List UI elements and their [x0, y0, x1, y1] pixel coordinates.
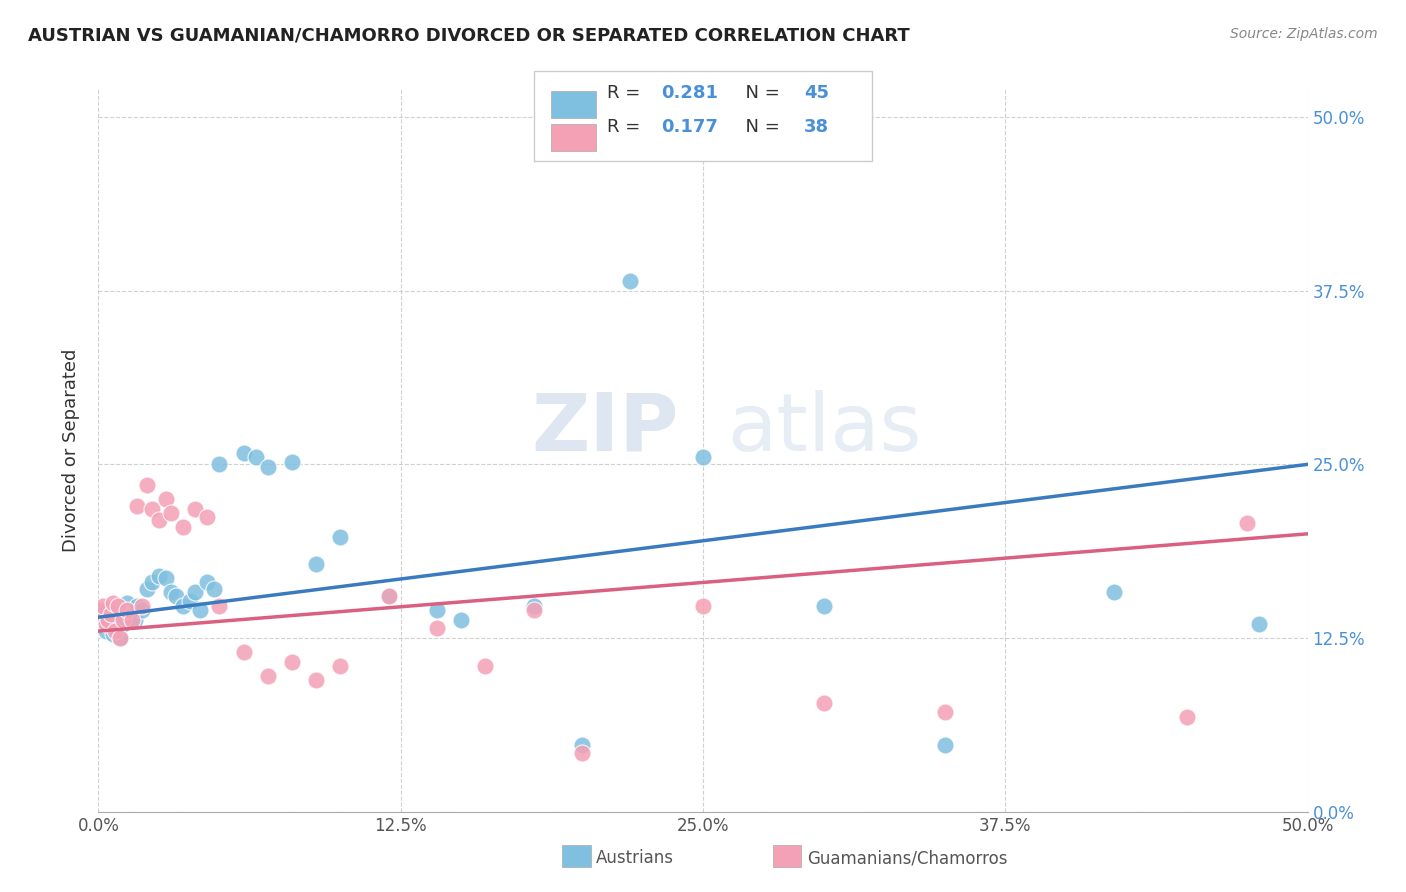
- Point: [934, 705, 956, 719]
- Point: [195, 510, 218, 524]
- Point: [94, 624, 117, 639]
- Point: [1175, 710, 1198, 724]
- Point: [104, 624, 127, 639]
- Point: [619, 274, 641, 288]
- Point: [108, 631, 131, 645]
- Point: [101, 627, 124, 641]
- Point: [97, 613, 120, 627]
- Text: atlas: atlas: [727, 390, 921, 467]
- Text: N =: N =: [734, 84, 786, 102]
- Point: [1249, 617, 1271, 632]
- Point: [329, 658, 352, 673]
- Point: [111, 617, 134, 632]
- Point: [90, 603, 112, 617]
- Point: [208, 599, 231, 613]
- Point: [184, 501, 207, 516]
- Point: [94, 617, 117, 632]
- Text: 0.281: 0.281: [661, 84, 718, 102]
- Y-axis label: Divorced or Separated: Divorced or Separated: [62, 349, 80, 552]
- Point: [329, 530, 352, 544]
- Point: [141, 575, 163, 590]
- Point: [245, 450, 267, 465]
- Point: [135, 582, 157, 597]
- Text: 0.177: 0.177: [661, 118, 717, 136]
- Point: [305, 673, 328, 687]
- Point: [124, 613, 146, 627]
- Point: [377, 590, 399, 604]
- Point: [100, 613, 122, 627]
- Point: [117, 603, 139, 617]
- Point: [148, 513, 170, 527]
- Point: [195, 575, 218, 590]
- Point: [121, 613, 143, 627]
- Text: AUSTRIAN VS GUAMANIAN/CHAMORRO DIVORCED OR SEPARATED CORRELATION CHART: AUSTRIAN VS GUAMANIAN/CHAMORRO DIVORCED …: [28, 27, 910, 45]
- Point: [1102, 585, 1125, 599]
- Point: [135, 478, 157, 492]
- Point: [127, 599, 149, 613]
- Point: [813, 599, 835, 613]
- Point: [232, 446, 254, 460]
- Point: [101, 596, 124, 610]
- Point: [90, 617, 112, 632]
- Point: [100, 607, 122, 622]
- Text: Guamanians/Chamorros: Guamanians/Chamorros: [807, 849, 1008, 867]
- Point: [692, 450, 714, 465]
- Point: [426, 603, 449, 617]
- Text: R =: R =: [607, 118, 647, 136]
- Point: [232, 645, 254, 659]
- Point: [155, 571, 177, 585]
- Point: [256, 668, 278, 682]
- Point: [305, 558, 328, 572]
- Point: [179, 593, 201, 607]
- Point: [117, 596, 139, 610]
- Point: [148, 568, 170, 582]
- Point: [141, 501, 163, 516]
- Point: [172, 520, 194, 534]
- Point: [450, 613, 472, 627]
- Point: [281, 454, 304, 468]
- Point: [571, 747, 593, 761]
- Point: [523, 599, 546, 613]
- Point: [131, 599, 153, 613]
- Point: [165, 590, 187, 604]
- Point: [208, 458, 231, 472]
- Point: [131, 603, 153, 617]
- Point: [160, 585, 183, 599]
- Point: [155, 492, 177, 507]
- Point: [111, 613, 134, 627]
- Point: [91, 610, 114, 624]
- Point: [934, 738, 956, 752]
- Point: [184, 585, 207, 599]
- Point: [281, 655, 304, 669]
- Point: [118, 610, 141, 624]
- Point: [426, 621, 449, 635]
- Point: [571, 738, 593, 752]
- Point: [160, 506, 183, 520]
- Point: [1236, 516, 1258, 530]
- Text: ZIP: ZIP: [531, 390, 679, 467]
- Point: [377, 590, 399, 604]
- Point: [91, 599, 114, 613]
- Text: R =: R =: [607, 84, 647, 102]
- Point: [692, 599, 714, 613]
- Point: [188, 603, 211, 617]
- Point: [108, 631, 131, 645]
- Point: [97, 603, 120, 617]
- Point: [127, 499, 149, 513]
- Point: [107, 607, 129, 622]
- Point: [474, 658, 496, 673]
- Point: [204, 582, 226, 597]
- Point: [256, 460, 278, 475]
- Point: [172, 599, 194, 613]
- Text: N =: N =: [734, 118, 786, 136]
- Point: [107, 599, 129, 613]
- Point: [104, 621, 127, 635]
- Text: 45: 45: [804, 84, 830, 102]
- Text: 38: 38: [804, 118, 830, 136]
- Text: Source: ZipAtlas.com: Source: ZipAtlas.com: [1230, 27, 1378, 41]
- Point: [523, 603, 546, 617]
- Point: [813, 696, 835, 710]
- Text: Austrians: Austrians: [596, 849, 673, 867]
